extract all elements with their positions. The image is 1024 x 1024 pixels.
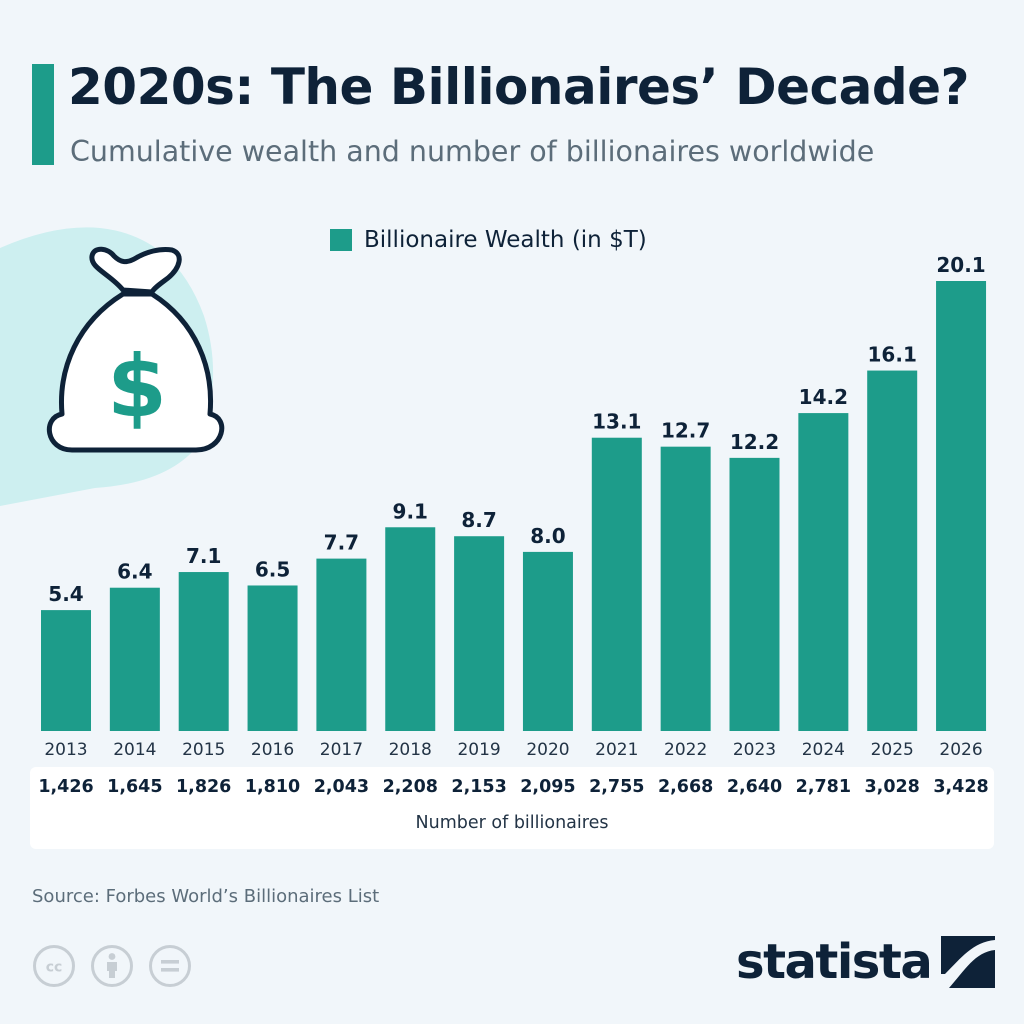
bar-2023 — [729, 457, 780, 731]
billionaire-count-2025: 3,028 — [864, 777, 920, 797]
billionaire-count-2014: 1,645 — [107, 777, 163, 797]
statista-logo-icon — [941, 936, 996, 988]
bag-body — [46, 291, 225, 453]
bar-2020 — [522, 551, 573, 731]
x-tick-label-2022: 2022 — [664, 740, 707, 760]
bar-2024 — [798, 413, 849, 731]
svg-text:cc: cc — [46, 960, 63, 976]
x-tick-label-2023: 2023 — [733, 740, 776, 760]
bar-value-label-2016: 6.5 — [255, 557, 290, 581]
bar-2017 — [316, 558, 367, 731]
x-tick-label-2024: 2024 — [802, 740, 845, 760]
billionaire-count-2026: 3,428 — [933, 777, 989, 797]
statista-wordmark: statista — [736, 934, 933, 990]
bar-2022 — [660, 446, 711, 731]
bar-2019 — [454, 536, 505, 731]
billionaire-count-2024: 2,781 — [795, 777, 852, 797]
license-icons: cc — [32, 944, 192, 988]
source-note: Source: Forbes World’s Billionaires List — [32, 886, 380, 907]
bar-value-label-2020: 8.0 — [530, 524, 565, 548]
bar-value-label-2017: 7.7 — [324, 531, 359, 555]
page-subtitle: Cumulative wealth and number of billiona… — [70, 135, 875, 168]
money-bag-icon: $ — [0, 227, 225, 506]
x-tick-label-2020: 2020 — [526, 740, 569, 760]
bag-neck — [89, 246, 182, 295]
billionaire-count-2021: 2,755 — [589, 777, 645, 797]
bar-value-label-2026: 20.1 — [936, 253, 985, 277]
bar-2015 — [178, 572, 229, 731]
bar-value-label-2022: 12.7 — [661, 419, 710, 443]
x-tick-label-2015: 2015 — [182, 740, 225, 760]
billionaire-count-2017: 2,043 — [313, 777, 370, 797]
billionaire-count-2023: 2,640 — [726, 777, 783, 797]
bar-value-label-2019: 8.7 — [461, 508, 496, 532]
billionaire-count-2020: 2,095 — [520, 777, 576, 797]
billionaire-count-title: Number of billionaires — [415, 813, 609, 833]
bar-2021 — [591, 437, 642, 731]
bar-value-label-2021: 13.1 — [592, 410, 641, 434]
bar-2013 — [41, 610, 91, 731]
x-tick-label-2017: 2017 — [320, 740, 363, 760]
bar-value-label-2018: 9.1 — [393, 499, 428, 523]
bar-2014 — [109, 587, 160, 731]
billionaire-count-2015: 1,826 — [176, 777, 232, 797]
no-derivatives-icon[interactable] — [148, 944, 192, 988]
attribution-icon[interactable] — [90, 944, 134, 988]
dollar-sign-icon: $ — [107, 337, 167, 437]
billionaire-count-2018: 2,208 — [382, 777, 438, 797]
billionaire-count-panel: Number of billionaires 1,426 1,645 1,826 1,… — [30, 767, 994, 849]
billionaire-count-2022: 2,668 — [657, 777, 714, 797]
x-tick-label-2018: 2018 — [389, 740, 432, 760]
x-tick-label-2021: 2021 — [595, 740, 638, 760]
billionaire-count-2013: 1,426 — [38, 777, 94, 797]
x-tick-label-2026: 2026 — [939, 740, 982, 760]
x-tick-label-2025: 2025 — [871, 740, 914, 760]
x-tick-label-2016: 2016 — [251, 740, 294, 760]
bar-value-label-2024: 14.2 — [799, 385, 848, 409]
bar-2018 — [385, 527, 436, 731]
page-title: 2020s: The Billionaires’ Decade? — [68, 58, 970, 116]
bar-value-label-2015: 7.1 — [186, 544, 221, 568]
x-tick-label-2019: 2019 — [457, 740, 500, 760]
bar-2016 — [247, 585, 298, 731]
x-tick-label-2014: 2014 — [113, 740, 156, 760]
cc-icon[interactable]: cc — [32, 944, 76, 988]
billionaire-count-2016: 1,810 — [244, 777, 301, 797]
billionaire-count-2019: 2,153 — [451, 777, 507, 797]
chart-legend: Billionaire Wealth (in $T) — [330, 222, 647, 258]
legend-swatch — [330, 229, 352, 251]
bar-chart: 5.4 2013 6.4 2014 7.1 2015 6.5 2016 7.7 2017 9.1 20… — [41, 253, 987, 760]
bar-value-label-2023: 12.2 — [730, 430, 779, 454]
bar-2026 — [936, 281, 987, 731]
bar-2025 — [867, 370, 918, 731]
bar-value-label-2014: 6.4 — [117, 560, 152, 584]
bar-value-label-2025: 16.1 — [868, 343, 917, 367]
bar-value-label-2013: 5.4 — [48, 582, 83, 606]
title-accent-bar — [32, 64, 54, 165]
statista-logo[interactable]: statista — [736, 932, 996, 992]
legend-label: Billionaire Wealth (in $T) — [364, 227, 647, 253]
x-tick-label-2013: 2013 — [44, 740, 87, 760]
